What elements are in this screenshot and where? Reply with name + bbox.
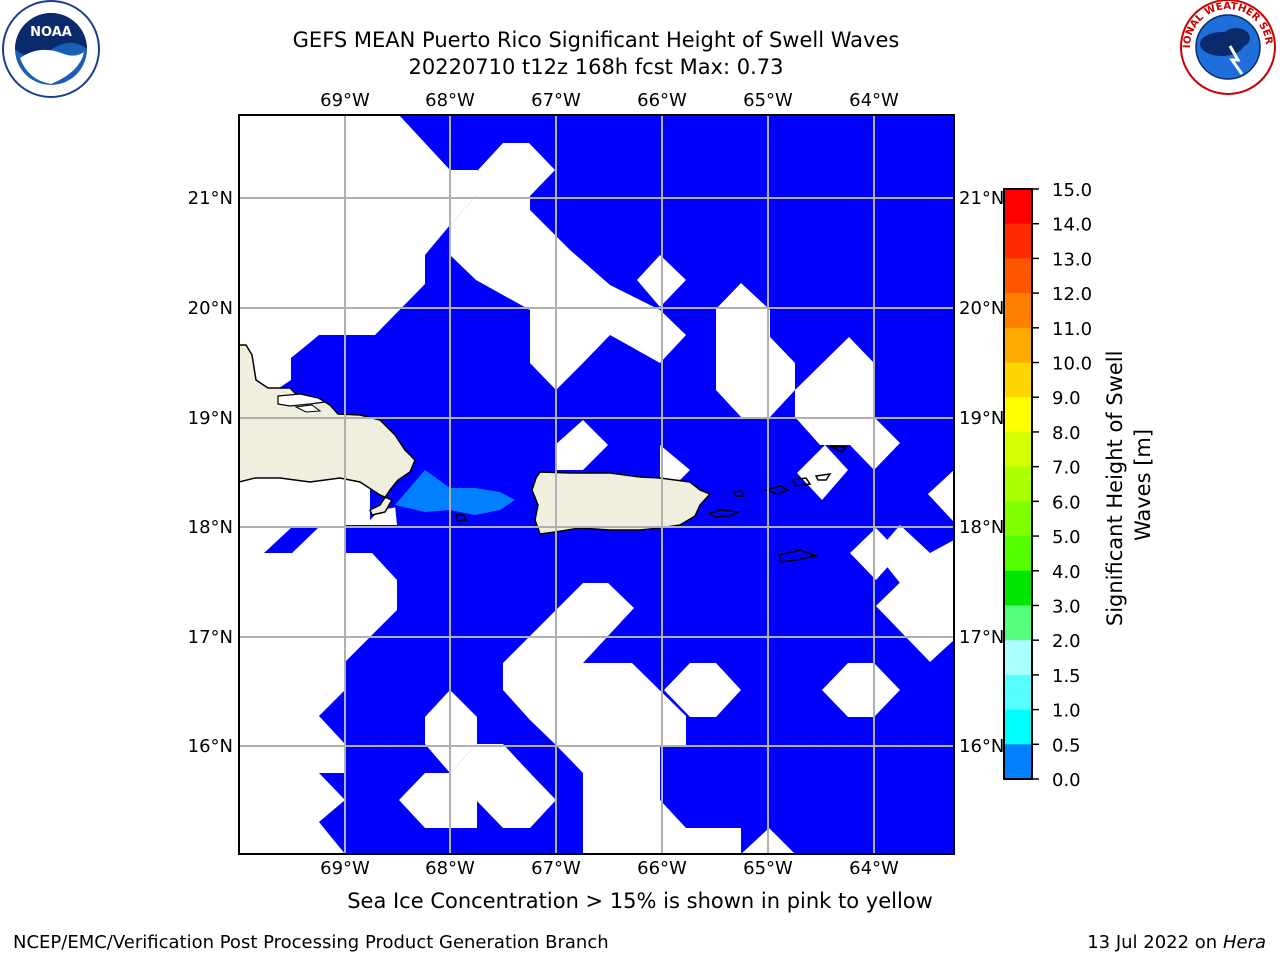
footer-date-text: 13 Jul 2022 on xyxy=(1087,932,1218,953)
colorbar-cell xyxy=(1004,536,1032,572)
lon-label: 66°W xyxy=(637,858,687,879)
colorbar-cell xyxy=(1004,397,1032,433)
hispaniola-bay xyxy=(277,393,327,407)
lat-label: 21°N xyxy=(959,188,1004,209)
footer-branch: NCEP/EMC/Verification Post Processing Pr… xyxy=(13,932,609,953)
lat-label: 16°N xyxy=(188,736,233,757)
lat-label: 19°N xyxy=(188,408,233,429)
colorbar-tick-label: 6.0 xyxy=(1052,492,1081,513)
colorbar-tick-label: 15.0 xyxy=(1052,180,1092,201)
lon-label: 68°W xyxy=(425,858,475,879)
lat-label: 17°N xyxy=(959,627,1004,648)
colorbar-frame xyxy=(1003,188,1033,780)
virgin-islands xyxy=(454,445,848,563)
noaa-logo: NOAA xyxy=(2,0,100,98)
colorbar: 15.0 14.0 13.0 12.0 11.0 10.0 9.0 8.0 7.0 6.0 5.0 4… xyxy=(1003,180,1092,791)
colorbar-cell xyxy=(1004,293,1032,329)
title-line-1: GEFS MEAN Puerto Rico Significant Height… xyxy=(292,28,900,52)
lon-label: 64°W xyxy=(849,90,899,111)
colorbar-tick-label: 5.0 xyxy=(1052,527,1081,548)
colorbar-cell xyxy=(1004,709,1032,745)
svg-text:NATIONAL WEATHER SERVICE: NATIONAL WEATHER SERVICE xyxy=(0,0,1274,48)
colorbar-tick-label: 12.0 xyxy=(1052,284,1092,305)
lat-label: 18°N xyxy=(959,517,1004,538)
noaa-logo-text: NOAA xyxy=(30,25,72,40)
hispaniola-bay-2 xyxy=(294,404,322,413)
footer-date: 13 Jul 2022 on Hera xyxy=(1087,932,1266,953)
colorbar-tick-label: 14.0 xyxy=(1052,215,1092,236)
lat-labels-right: 21°N 20°N 19°N 18°N 17°N 16°N xyxy=(959,188,1004,757)
map-area xyxy=(239,115,954,854)
lat-label: 20°N xyxy=(959,298,1004,319)
footer-machine: Hera xyxy=(1222,932,1266,953)
lat-label: 18°N xyxy=(188,517,233,538)
colorbar-tick-label: 10.0 xyxy=(1052,354,1092,375)
lat-label: 21°N xyxy=(188,188,233,209)
lon-label: 69°W xyxy=(320,90,370,111)
colorbar-cell xyxy=(1004,189,1032,225)
lon-label: 67°W xyxy=(531,858,581,879)
colorbar-label: Significant Height of Swell Waves [m] xyxy=(1103,344,1155,626)
colorbar-tick-label: 4.0 xyxy=(1052,562,1081,583)
colorbar-cell xyxy=(1004,258,1032,294)
colorbar-tick-label: 7.0 xyxy=(1052,458,1081,479)
colorbar-tick-label: 0.0 xyxy=(1052,770,1081,791)
colorbar-tick-label: 9.0 xyxy=(1052,388,1081,409)
colorbar-cell xyxy=(1004,362,1032,398)
colorbar-cell xyxy=(1004,674,1032,711)
lat-label: 20°N xyxy=(188,298,233,319)
colorbar-tick-label: 11.0 xyxy=(1052,319,1092,340)
lon-label: 65°W xyxy=(743,858,793,879)
colorbar-tick-label: 0.5 xyxy=(1052,735,1081,756)
colorbar-cell xyxy=(1004,605,1032,641)
colorbar-cell xyxy=(1004,744,1032,780)
lon-label: 68°W xyxy=(425,90,475,111)
map-frame xyxy=(238,114,955,855)
lon-labels-top: 69°W 68°W 67°W 66°W 65°W 64°W xyxy=(320,90,899,111)
colorbar-cell xyxy=(1004,640,1032,676)
lon-labels-bottom: 69°W 68°W 67°W 66°W 65°W 64°W xyxy=(320,858,899,879)
colorbar-cell xyxy=(1004,466,1032,502)
sea-ice-caption: Sea Ice Concentration > 15% is shown in … xyxy=(347,889,933,913)
colorbar-cell xyxy=(1004,501,1032,537)
swell-band-0.5 xyxy=(395,470,515,515)
colorbar-tick-label: 3.0 xyxy=(1052,596,1081,617)
lon-label: 64°W xyxy=(849,858,899,879)
colorbar-tick-label: 1.0 xyxy=(1052,701,1081,722)
nws-ring-text: NATIONAL WEATHER SERVICE xyxy=(0,0,1274,48)
nws-logo: NATIONAL WEATHER SERVICE xyxy=(0,0,1276,95)
colorbar-tick-label: 8.0 xyxy=(1052,423,1081,444)
lat-label: 17°N xyxy=(188,627,233,648)
lon-label: 65°W xyxy=(743,90,793,111)
lon-label: 66°W xyxy=(637,90,687,111)
lon-label: 69°W xyxy=(320,858,370,879)
lon-label: 67°W xyxy=(531,90,581,111)
colorbar-cell xyxy=(1004,570,1032,606)
graticule xyxy=(239,115,954,854)
lat-labels-left: 21°N 20°N 19°N 18°N 17°N 16°N xyxy=(188,188,233,757)
hispaniola-land xyxy=(239,344,416,516)
lat-label: 16°N xyxy=(959,736,1004,757)
title-line-2: 20220710 t12z 168h fcst Max: 0.73 xyxy=(408,55,784,79)
lat-label: 19°N xyxy=(959,408,1004,429)
colorbar-cell xyxy=(1004,327,1032,364)
colorbar-cell xyxy=(1004,431,1032,468)
colorbar-tick-label: 13.0 xyxy=(1052,249,1092,270)
colorbar-tick-label: 1.5 xyxy=(1052,666,1081,687)
colorbar-cell xyxy=(1004,223,1032,259)
colorbar-tick-label: 2.0 xyxy=(1052,631,1081,652)
